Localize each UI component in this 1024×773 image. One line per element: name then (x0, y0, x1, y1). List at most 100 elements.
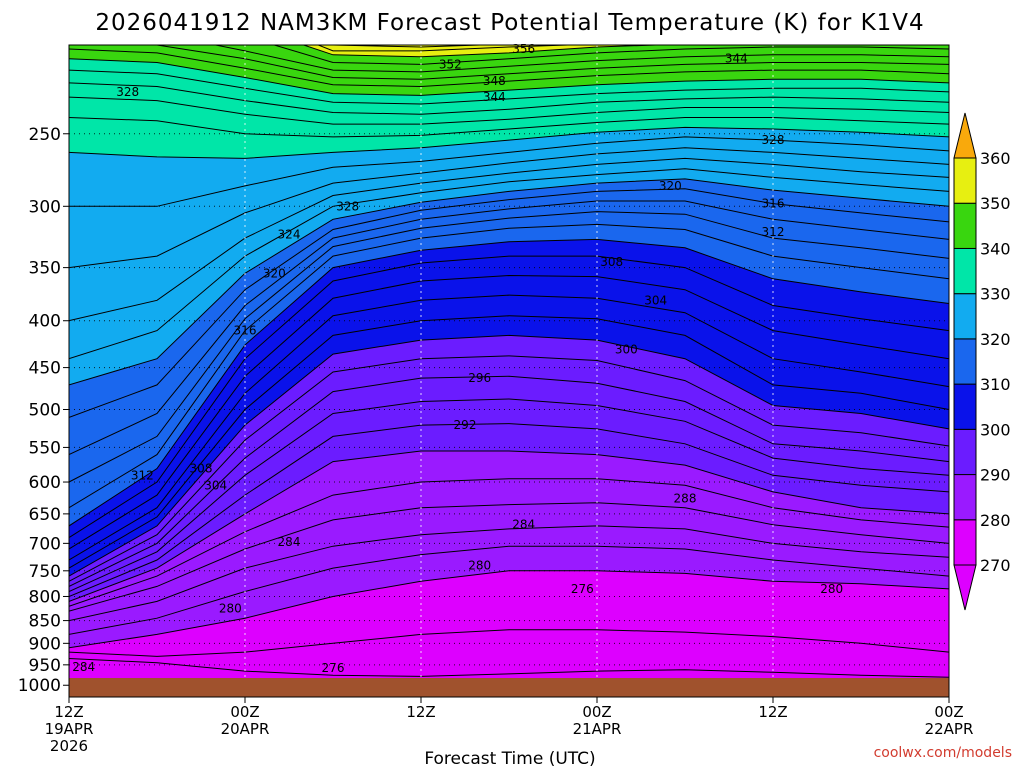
y-tick-label: 600 (29, 473, 61, 493)
x-tick-label: 22APR (925, 720, 974, 738)
contour-label: 312 (131, 468, 154, 482)
x-tick-label: 00Z (582, 703, 611, 721)
y-tick-label: 700 (29, 534, 61, 554)
band-fill-352 (69, 45, 949, 51)
contour-label: 284 (278, 535, 301, 549)
colorbar-tick-label: 350 (980, 194, 1011, 213)
isentrope-318 (69, 188, 949, 418)
isentrope-332 (69, 117, 949, 138)
y-axis: 2503003504004505005506006507007508008509… (18, 125, 69, 696)
y-tick-label: 800 (29, 587, 61, 607)
credit-text: coolwx.com/models (874, 745, 1012, 761)
contour-label: 280 (219, 602, 242, 616)
isentrope-346 (69, 45, 949, 73)
y-tick-label: 650 (29, 505, 61, 525)
contour-label: 276 (571, 582, 594, 596)
x-tick-label: 19APR (45, 720, 94, 738)
ground-below-surface (69, 678, 949, 697)
isentrope-314 (69, 211, 949, 483)
isentrope-310 (69, 238, 949, 527)
colorbar-tick-label: 290 (980, 466, 1011, 485)
contour-label: 356 (512, 42, 535, 56)
colorbar-tick-label: 360 (980, 149, 1011, 168)
colorbar-swatch-320 (953, 293, 977, 340)
x-tick-label: 20APR (221, 720, 270, 738)
isentrope-316 (69, 200, 949, 456)
contour-label: 288 (674, 491, 697, 505)
contour-label: 348 (483, 74, 506, 88)
isentrope-288 (69, 478, 949, 607)
band-fill-348 (69, 45, 949, 65)
isentrope-324 (69, 157, 949, 322)
contour-label: 304 (204, 478, 227, 492)
colorbar-tick-label: 270 (980, 556, 1011, 575)
y-tick-label: 750 (29, 562, 61, 582)
isentrope-326 (69, 147, 949, 269)
isentrope-320 (69, 178, 949, 386)
isentrope-304 (69, 294, 949, 561)
y-tick-label: 450 (29, 359, 61, 379)
contour-label: 344 (725, 52, 748, 66)
colorbar-swatch-330 (953, 247, 977, 295)
colorbar-swatch-350 (953, 157, 977, 204)
isentrope-348 (69, 45, 949, 65)
contour-label: 320 (263, 266, 286, 280)
contour-label: 308 (600, 255, 623, 269)
isentrope-306 (69, 274, 949, 550)
isentrope-296 (69, 375, 949, 587)
contour-label: 296 (468, 371, 491, 385)
contour-label: 316 (234, 324, 257, 338)
colorbar-swatch-290 (953, 428, 977, 476)
x-tick-label: 2026 (50, 737, 88, 755)
contour-label: 344 (483, 90, 506, 104)
isentrope-308 (69, 255, 949, 539)
contour-label: 312 (762, 225, 785, 239)
isentrope-292 (69, 423, 949, 597)
isentrope-352 (69, 45, 949, 52)
x-axis-label: Forecast Time (UTC) (424, 749, 595, 768)
isentrope-322 (69, 168, 949, 360)
y-tick-label: 350 (29, 259, 61, 279)
contour-label: 308 (190, 462, 213, 476)
colorbar-tick-label: 320 (980, 330, 1011, 349)
contour-label: 328 (336, 199, 359, 213)
contour-label: 276 (322, 661, 345, 675)
isentrope-286 (69, 502, 949, 612)
y-tick-label: 550 (29, 438, 61, 458)
y-tick-label: 400 (29, 312, 61, 332)
plot-frame (68, 44, 950, 698)
contour-label: 292 (454, 418, 477, 432)
isentrope-282 (69, 545, 949, 635)
colorbar-swatch-300 (953, 383, 977, 430)
x-tick-label: 12Z (758, 703, 787, 721)
colorbar-tick-label: 330 (980, 285, 1011, 304)
y-tick-label: 300 (29, 197, 61, 217)
x-tick-label: 12Z (54, 703, 83, 721)
contour-label: 280 (468, 558, 491, 572)
isentrope-284 (69, 525, 949, 622)
isentrope-330 (69, 126, 949, 159)
contour-label: 328 (762, 133, 785, 147)
x-tick-label: 12Z (406, 703, 435, 721)
colorbar-tick-label: 340 (980, 239, 1011, 258)
y-tick-label: 250 (29, 125, 61, 145)
contour-labels: 356 352 348 344 344 328 328 328 324 320 320 316 312 3… (72, 42, 843, 675)
contour-label: 280 (820, 582, 843, 596)
colorbar-tick-label: 300 (980, 420, 1011, 439)
colorbar-tick-label: 280 (980, 511, 1011, 530)
isentrope-278 (69, 629, 949, 657)
contour-label: 300 (615, 343, 638, 357)
y-tick-label: 900 (29, 634, 61, 654)
isentrope-294 (69, 398, 949, 592)
contour-lines (69, 45, 949, 678)
x-tick-label: 21APR (573, 720, 622, 738)
contour-label: 304 (644, 293, 667, 307)
colorbar-tick-label: 310 (980, 375, 1011, 394)
chart-title: 2026041912 NAM3KM Forecast Potential Tem… (95, 10, 924, 36)
isentrope-342 (69, 48, 949, 88)
colorbar-swatch-270 (953, 519, 977, 566)
contour-label: 328 (116, 85, 139, 99)
